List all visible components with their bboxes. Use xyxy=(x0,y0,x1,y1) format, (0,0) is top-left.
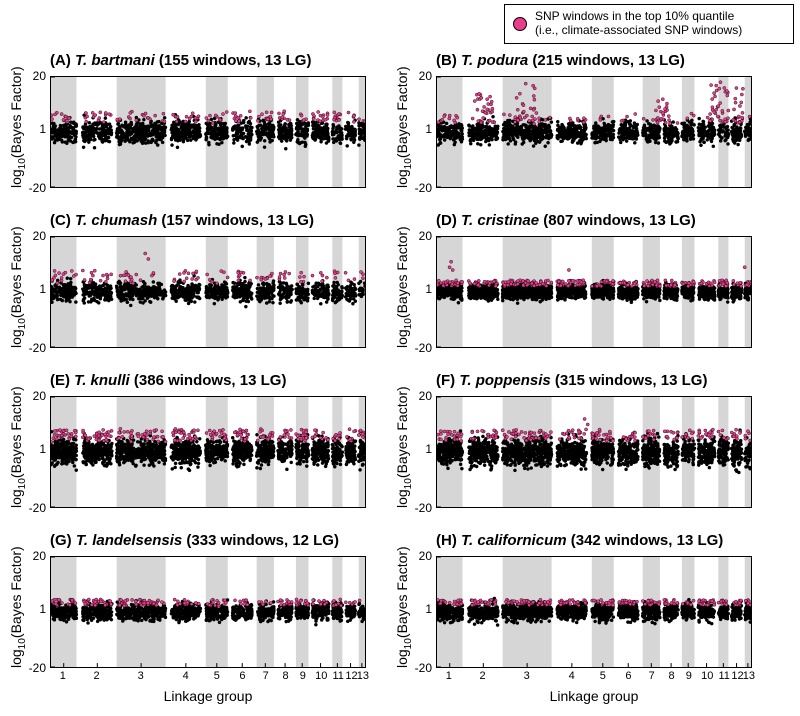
figure: SNP windows in the top 10% quantile (i.e… xyxy=(0,0,800,716)
panel-title-E: (E) T. knulli (386 windows, 13 LG) xyxy=(50,372,286,389)
panel-meta: (333 windows, 12 LG) xyxy=(182,532,339,549)
plot-box-D xyxy=(436,236,752,348)
x-tick-label: 6 xyxy=(625,670,631,682)
panel-meta: (386 windows, 13 LG) xyxy=(130,372,287,389)
panel-title-D: (D) T. cristinae (807 windows, 13 LG) xyxy=(436,212,696,229)
panel-species: T. knulli xyxy=(74,372,130,389)
panel-species: T. podura xyxy=(461,52,528,69)
panel-species: T. cristinae xyxy=(461,212,539,229)
x-tick-label: 10 xyxy=(701,670,713,682)
panel-title-H: (H) T. californicum (342 windows, 13 LG) xyxy=(436,532,723,549)
panel-title-G: (G) T. landelsensis (333 windows, 12 LG) xyxy=(50,532,339,549)
y-tick-label: 1 xyxy=(0,282,432,296)
y-tick-label: 1 xyxy=(0,602,432,616)
y-tick-label: -20 xyxy=(0,661,432,675)
x-tick-label: 11 xyxy=(718,670,729,682)
plot-box-B xyxy=(436,76,752,188)
panel-title-B: (B) T. podura (215 windows, 13 LG) xyxy=(436,52,685,69)
y-tick-label: 1 xyxy=(0,122,432,136)
y-tick-label: 1 xyxy=(0,442,432,456)
legend-box: SNP windows in the top 10% quantile (i.e… xyxy=(504,4,794,44)
panel-letter: (B) xyxy=(436,52,461,69)
y-tick-label: 20 xyxy=(0,389,432,403)
panel-species: T. landelsensis xyxy=(76,532,182,549)
legend-marker xyxy=(513,17,527,31)
panel-letter: (F) xyxy=(436,372,459,389)
plot-svg-F xyxy=(437,397,751,507)
panel-species: T. poppensis xyxy=(459,372,550,389)
y-tick-label: -20 xyxy=(0,501,432,515)
panel-letter: (G) xyxy=(50,532,76,549)
panel-letter: (A) xyxy=(50,52,75,69)
y-tick-label: -20 xyxy=(0,181,432,195)
x-tick-label: 1 xyxy=(446,670,452,682)
panel-title-A: (A) T. bartmani (155 windows, 13 LG) xyxy=(50,52,311,69)
panel-meta: (215 windows, 13 LG) xyxy=(528,52,685,69)
panel-letter: (H) xyxy=(436,532,461,549)
x-tick-label: 4 xyxy=(569,670,575,682)
legend-line1: SNP windows in the top 10% quantile xyxy=(535,10,742,24)
panel-species: T. californicum xyxy=(461,532,567,549)
x-tick-label: 8 xyxy=(669,670,675,682)
panel-meta: (342 windows, 13 LG) xyxy=(567,532,724,549)
panel-title-F: (F) T. poppensis (315 windows, 13 LG) xyxy=(436,372,707,389)
x-tick-label: 5 xyxy=(600,670,606,682)
legend-labels: SNP windows in the top 10% quantile (i.e… xyxy=(535,10,742,38)
plot-svg-B xyxy=(437,77,751,187)
panel-meta: (157 windows, 13 LG) xyxy=(157,212,314,229)
x-tick-label: 3 xyxy=(524,670,530,682)
panel-title-C: (C) T. chumash (157 windows, 13 LG) xyxy=(50,212,314,229)
y-tick-label: -20 xyxy=(0,341,432,355)
panel-letter: (D) xyxy=(436,212,461,229)
x-tick-label: 9 xyxy=(686,670,692,682)
panel-letter: (C) xyxy=(50,212,75,229)
y-tick-label: 20 xyxy=(0,69,432,83)
x-tick-label: 13 xyxy=(743,670,755,682)
plot-svg-D xyxy=(437,237,751,347)
x-tick-label: 2 xyxy=(480,670,486,682)
panel-meta: (807 windows, 13 LG) xyxy=(539,212,696,229)
y-tick-label: 20 xyxy=(0,229,432,243)
panel-species: T. bartmani xyxy=(75,52,155,69)
plot-svg-H xyxy=(437,557,751,667)
panel-meta: (155 windows, 13 LG) xyxy=(155,52,312,69)
panel-letter: (E) xyxy=(50,372,74,389)
panel-species: T. chumash xyxy=(75,212,157,229)
x-tick-label: 7 xyxy=(649,670,655,682)
x-axis-label: Linkage group xyxy=(50,688,366,704)
legend-line2: (i.e., climate-associated SNP windows) xyxy=(535,24,742,38)
plot-box-F xyxy=(436,396,752,508)
plot-box-H xyxy=(436,556,752,668)
panel-meta: (315 windows, 13 LG) xyxy=(551,372,708,389)
x-axis-label: Linkage group xyxy=(436,688,752,704)
y-tick-label: 20 xyxy=(0,549,432,563)
